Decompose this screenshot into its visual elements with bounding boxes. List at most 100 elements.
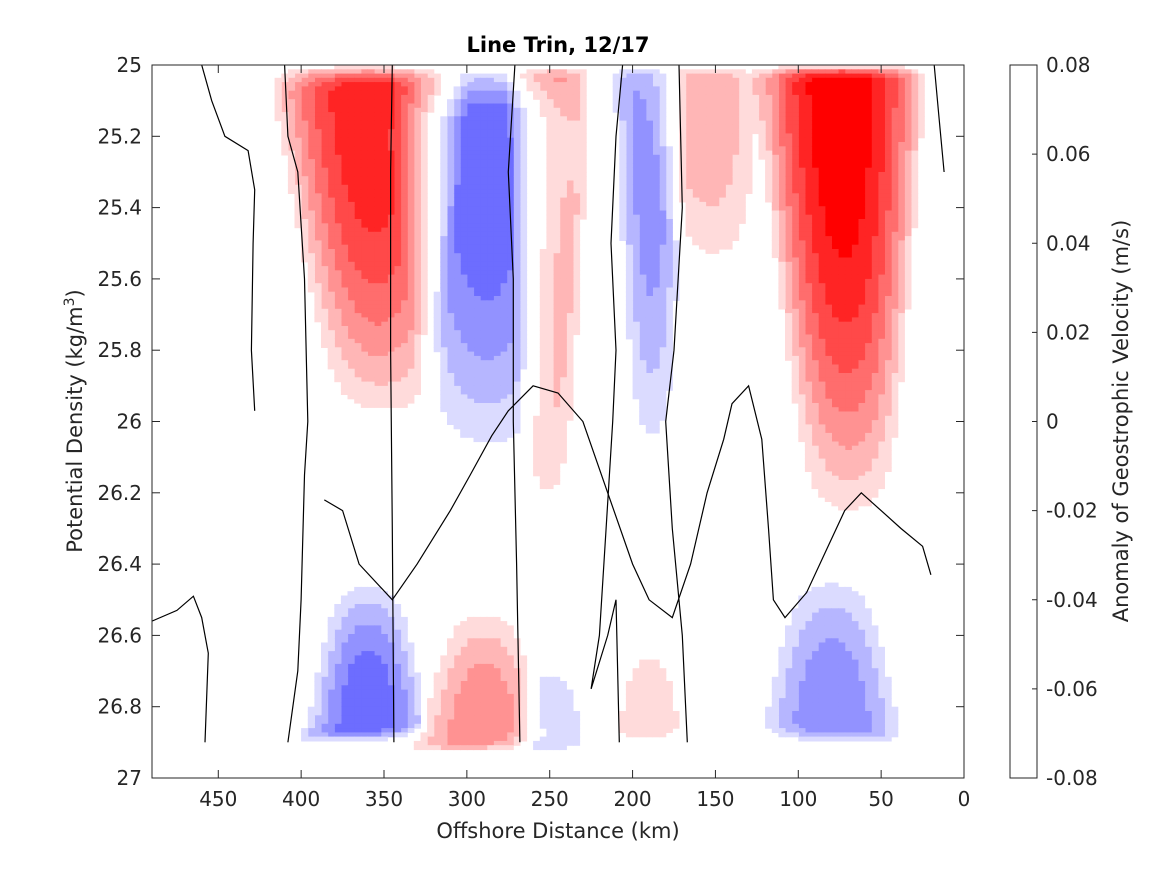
field-cell — [645, 86, 653, 92]
field-cell — [824, 120, 832, 126]
field-cell — [287, 107, 296, 113]
field-cell — [393, 142, 402, 147]
field-cell — [460, 249, 468, 254]
field-cell — [327, 184, 335, 190]
field-cell — [274, 107, 282, 113]
field-cell — [321, 227, 329, 233]
field-cell — [811, 103, 819, 109]
field-cell — [360, 274, 368, 280]
field-cell — [493, 214, 501, 220]
field-cell — [751, 112, 760, 117]
field-cell — [321, 219, 329, 224]
field-cell — [864, 150, 872, 156]
field-cell — [380, 240, 388, 246]
field-cell — [407, 253, 415, 259]
field-cell — [473, 77, 481, 83]
field-cell — [506, 334, 514, 340]
field-cell — [891, 313, 899, 318]
field-cell — [811, 257, 819, 263]
field-cell — [294, 214, 302, 220]
field-cell — [645, 94, 653, 100]
field-cell — [301, 86, 309, 92]
field-cell — [791, 210, 799, 216]
field-cell — [360, 129, 368, 135]
field-cell — [572, 326, 581, 331]
field-cell — [877, 129, 885, 135]
field-cell — [891, 291, 899, 297]
field-cell — [645, 308, 653, 314]
field-cell — [321, 326, 329, 331]
field-cell — [559, 137, 567, 143]
field-cell — [519, 116, 528, 122]
field-cell — [871, 129, 879, 135]
field-cell — [354, 107, 362, 113]
field-cell — [798, 249, 806, 254]
field-cell — [738, 77, 746, 83]
field-cell — [665, 270, 673, 276]
field-cell — [659, 146, 667, 152]
field-cell — [506, 283, 514, 289]
field-cell — [904, 304, 912, 310]
field-cell — [732, 82, 740, 87]
field-cell — [705, 73, 713, 79]
field-cell — [778, 77, 786, 83]
field-cell — [698, 231, 707, 237]
field-cell — [818, 287, 826, 293]
field-cell — [871, 142, 879, 147]
field-cell — [619, 231, 627, 237]
field-cell — [831, 86, 839, 92]
field-cell — [844, 210, 852, 216]
field-cell — [798, 283, 806, 289]
field-cell — [287, 112, 296, 117]
field-cell — [460, 240, 468, 246]
field-cell — [413, 236, 421, 241]
field-cell — [665, 253, 673, 259]
field-cell — [546, 103, 554, 109]
field-cell — [851, 90, 859, 96]
field-cell — [287, 86, 296, 92]
field-cell — [360, 146, 368, 152]
field-cell — [884, 77, 892, 83]
field-cell — [891, 69, 899, 75]
field-cell — [785, 343, 793, 348]
field-cell — [851, 99, 859, 105]
field-cell — [851, 124, 859, 130]
field-cell — [904, 142, 912, 147]
field-cell — [447, 167, 455, 173]
field-cell — [466, 219, 475, 224]
field-cell — [891, 193, 899, 199]
field-cell — [314, 278, 322, 284]
field-cell — [466, 176, 475, 182]
field-cell — [466, 278, 475, 284]
field-cell — [513, 197, 521, 203]
field-cell — [679, 172, 687, 177]
field-cell — [354, 304, 362, 310]
field-cell — [619, 86, 627, 92]
field-cell — [340, 253, 349, 259]
field-cell — [400, 347, 408, 353]
field-cell — [838, 184, 846, 190]
field-cell — [493, 219, 501, 224]
field-cell — [824, 313, 832, 318]
field-cell — [804, 176, 813, 182]
field-cell — [334, 112, 342, 117]
field-cell — [692, 201, 700, 207]
field-cell — [473, 167, 481, 173]
field-cell — [798, 266, 806, 271]
field-cell — [791, 142, 799, 147]
field-cell — [387, 107, 395, 113]
field-cell — [447, 274, 455, 280]
field-cell — [864, 253, 872, 259]
field-cell — [884, 163, 892, 169]
field-cell — [340, 223, 349, 229]
field-cell — [804, 86, 813, 92]
field-cell — [559, 197, 567, 203]
field-cell — [798, 206, 806, 212]
field-cell — [493, 82, 501, 87]
field-cell — [771, 184, 779, 190]
field-cell — [500, 304, 508, 310]
field-cell — [301, 137, 309, 143]
field-cell — [506, 244, 514, 250]
field-cell — [321, 159, 329, 164]
field-cell — [804, 142, 813, 147]
